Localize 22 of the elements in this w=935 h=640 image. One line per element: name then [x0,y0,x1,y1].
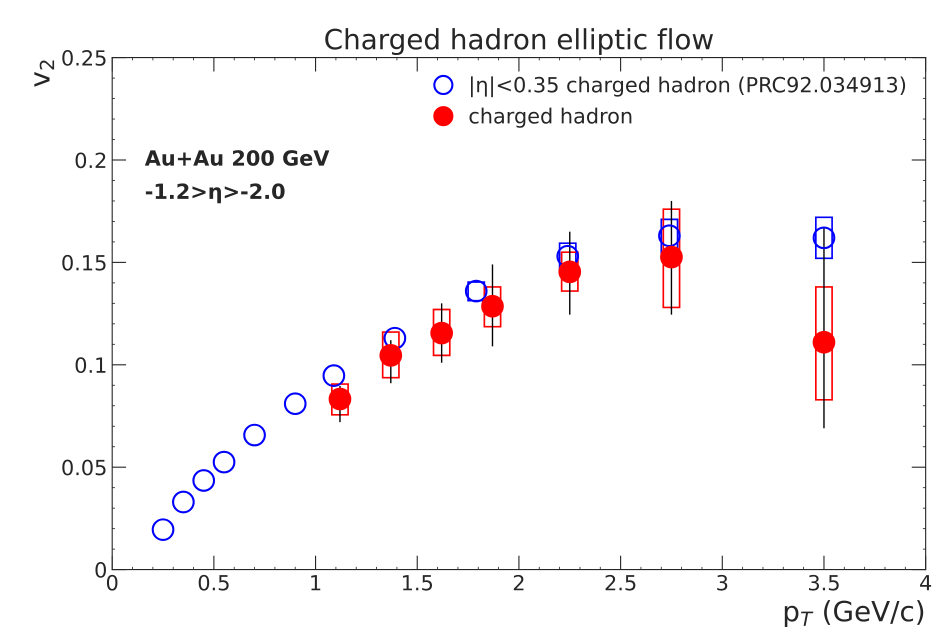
y-tick-label: 0.15 [62,254,106,271]
x-tick-label: 3 [717,574,728,591]
y-tick-label: 0.2 [76,152,106,168]
x-tick-label: 1.5 [402,575,432,591]
x-tick-label: 2 [514,574,524,590]
chart-title: Charged hadron elliptic flow [325,28,713,56]
x-tick-label: 0.5 [198,574,229,591]
x-axis-title: p$_{T}$ (GeV/c) [784,600,924,628]
y-tick-label: 0 [95,562,106,578]
y-tick-label: 0.25 [62,50,106,66]
annotation: Au+Au 200 GeV [144,150,330,166]
legend-label: charged hadron [470,108,632,128]
x-tick-label: 2.5 [606,574,636,591]
annotation: -1.2>η>-2.0 [146,183,285,204]
x-tick-label: 0 [106,574,118,591]
y-tick-label: 0.1 [76,357,106,374]
x-tick-label: 1 [311,575,320,590]
y-tick-label: 0.05 [62,460,106,476]
legend-label: |η|<0.35 charged hadron (PRC92.034913) [471,76,906,98]
x-tick-label: 3.5 [808,574,839,591]
y-axis-title: v$_{2}$ [34,60,54,87]
x-tick-label: 4 [920,575,932,590]
